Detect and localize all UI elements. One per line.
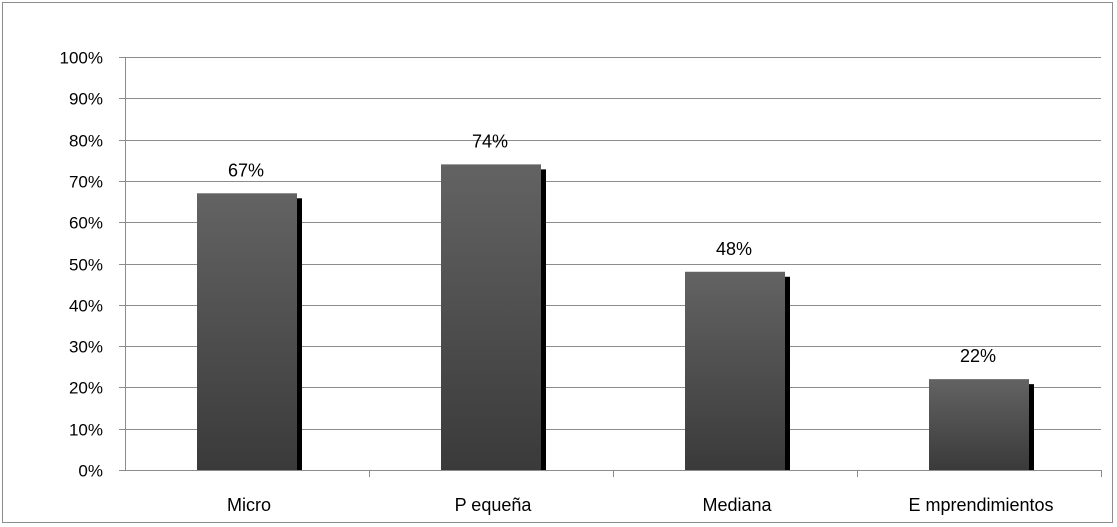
x-category-label: Micro — [227, 495, 271, 515]
x-category-label: Mediana — [702, 495, 772, 515]
x-category-label: E mprendimientos — [908, 495, 1053, 515]
y-tick-label: 40% — [69, 297, 103, 316]
y-tick-label: 20% — [69, 379, 103, 398]
bar — [929, 379, 1029, 470]
data-label: 74% — [472, 131, 508, 151]
y-tick-label: 100% — [60, 49, 103, 68]
y-tick-label: 80% — [69, 132, 103, 151]
data-label: 67% — [228, 160, 264, 180]
y-tick-label: 10% — [69, 421, 103, 440]
bar — [685, 271, 785, 470]
axes — [119, 57, 1102, 477]
bar — [197, 193, 297, 471]
bar — [441, 164, 541, 470]
x-category-label: P equeña — [455, 495, 533, 515]
y-tick-label: 90% — [69, 90, 103, 109]
y-tick-label: 70% — [69, 173, 103, 192]
y-tick-label: 0% — [78, 462, 103, 481]
y-tick-label: 50% — [69, 256, 103, 275]
data-label: 48% — [716, 239, 752, 259]
data-label: 22% — [960, 346, 996, 366]
y-tick-label: 60% — [69, 214, 103, 233]
bars — [197, 164, 1034, 471]
labels: 0% 10% 20% 30% 40% 50% 60% 70% 80% 90% 100% 67% Micr… — [60, 49, 1054, 516]
y-tick-label: 30% — [69, 338, 103, 357]
